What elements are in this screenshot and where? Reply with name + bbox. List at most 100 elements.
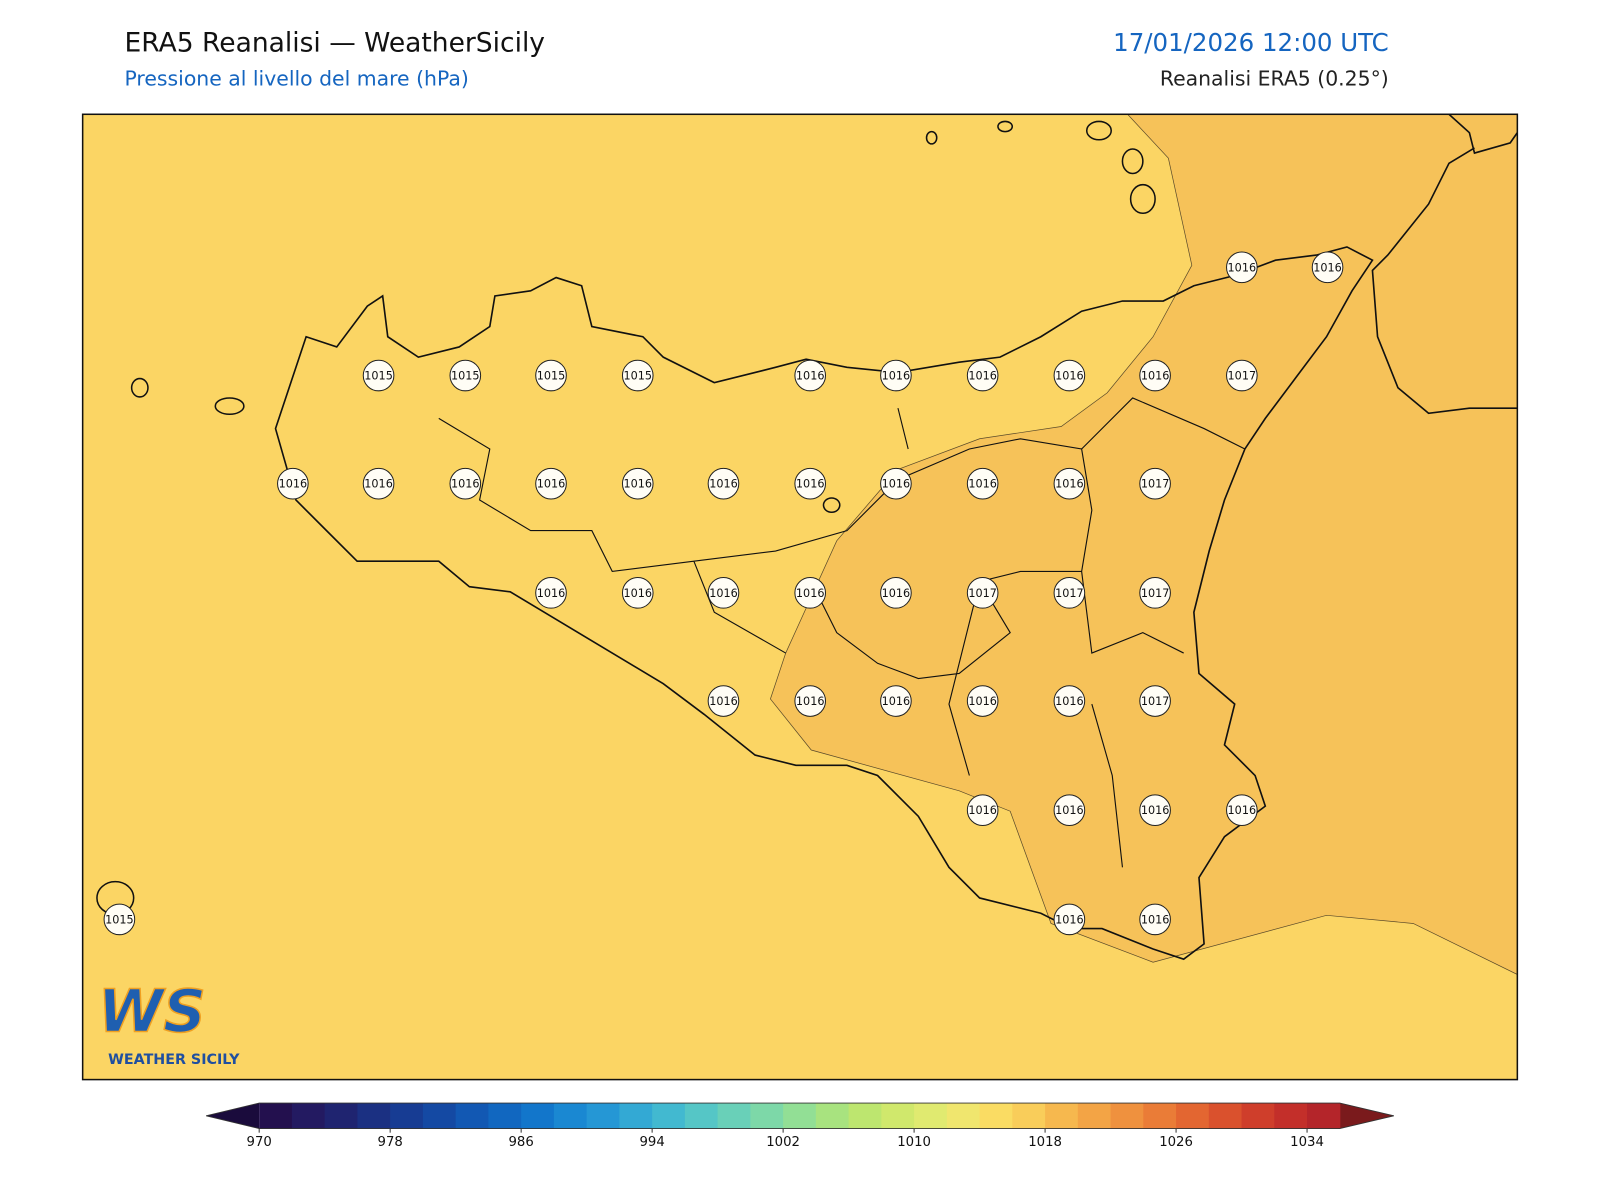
- colorbar-bin: [914, 1103, 948, 1129]
- station-value: 1016: [1055, 370, 1084, 383]
- colorbar-bin: [586, 1103, 620, 1129]
- colorbar-under: [206, 1103, 260, 1129]
- colorbar-bin: [390, 1103, 424, 1129]
- station-marker: [449, 359, 482, 392]
- station-value: 1017: [1141, 478, 1170, 491]
- colorbar-bin: [357, 1103, 391, 1129]
- colorbar-bin: [1110, 1103, 1144, 1129]
- colorbar-tick-label: 970: [247, 1135, 272, 1150]
- station-marker: [880, 685, 912, 717]
- station-value: 1017: [1141, 587, 1170, 600]
- colorbar-tick-label: 1018: [1028, 1135, 1062, 1150]
- station-value: 1016: [623, 587, 652, 600]
- station-value: 1016: [882, 695, 911, 708]
- colorbar-tick-label: 1010: [897, 1135, 931, 1150]
- station-marker: [1053, 903, 1086, 936]
- logo-mark: WS: [98, 976, 206, 1045]
- station-marker: [707, 577, 740, 609]
- colorbar-bin: [488, 1103, 522, 1129]
- station-value: 1017: [1228, 370, 1257, 383]
- colorbar-bin: [553, 1103, 588, 1129]
- colorbar: 970 978 986 994 1002 1010 1018 1026 1034: [206, 1102, 1394, 1150]
- logo-text: WEATHER SICILY: [108, 1052, 240, 1068]
- station-value: 1016: [1055, 478, 1084, 491]
- station-value: 1016: [623, 478, 652, 491]
- station-marker: [1226, 794, 1258, 827]
- station-value: 1016: [364, 478, 393, 491]
- station-value: 1016: [1055, 913, 1084, 926]
- station-value: 1016: [968, 804, 997, 817]
- station-value: 1016: [796, 695, 825, 708]
- colorbar-bin: [783, 1103, 817, 1129]
- colorbar-bin: [422, 1103, 457, 1129]
- colorbar-bin: [259, 1103, 293, 1129]
- colorbar-bin: [750, 1103, 784, 1129]
- station-marker: [362, 467, 395, 500]
- station-value: 1016: [796, 587, 825, 600]
- station-value: 1016: [1228, 261, 1257, 274]
- province-borders: [438, 397, 1246, 868]
- station-value: 1016: [537, 587, 566, 600]
- station-marker: [1053, 359, 1086, 392]
- colorbar-bin: [619, 1103, 653, 1129]
- station-value: 1015: [105, 913, 134, 926]
- station-marker: [1226, 359, 1258, 392]
- colorbar-bin: [521, 1103, 555, 1129]
- station-value: 1017: [1141, 695, 1170, 708]
- station-marker: [1226, 251, 1258, 284]
- title: ERA5 Reanalisi — WeatherSicily: [124, 27, 545, 58]
- station-value: 1015: [364, 370, 393, 383]
- station-marker: [1053, 685, 1086, 717]
- station-value: 1015: [537, 370, 566, 383]
- station-value: 1016: [1141, 913, 1170, 926]
- colorbar-bin: [1077, 1103, 1112, 1129]
- colorbar-bin: [1143, 1103, 1177, 1129]
- station-marker: [966, 467, 999, 500]
- station-labels: 1016 1016 1015 1015 1015 1015 1016 1016 1016 1016…: [103, 251, 1344, 936]
- station-value: 1017: [1055, 587, 1084, 600]
- colorbar-over: [1339, 1103, 1394, 1129]
- colorbar-bin: [1274, 1103, 1308, 1129]
- station-value: 1016: [968, 370, 997, 383]
- station-marker: [103, 903, 136, 936]
- station-marker: [794, 467, 827, 500]
- station-value: 1016: [709, 695, 738, 708]
- map: 1016 1016 1015 1015 1015 1015 1016 1016 1016 1016…: [82, 114, 1518, 1080]
- colorbar-bin: [881, 1103, 915, 1129]
- station-marker: [966, 794, 999, 827]
- station-value: 1016: [968, 695, 997, 708]
- colorbar-bin: [979, 1103, 1013, 1129]
- islands: [96, 120, 1156, 916]
- colorbar-bin: [1307, 1103, 1341, 1129]
- station-marker: [966, 685, 999, 717]
- map-frame: [81, 113, 1519, 1081]
- station-marker: [794, 359, 827, 392]
- station-value: 1016: [796, 370, 825, 383]
- station-value: 1016: [796, 478, 825, 491]
- colorbar-bin: [1176, 1103, 1210, 1129]
- station-marker: [362, 359, 395, 392]
- station-marker: [621, 467, 654, 500]
- station-value: 1016: [1313, 261, 1342, 274]
- station-value: 1016: [1055, 695, 1084, 708]
- station-marker: [707, 467, 740, 500]
- station-marker: [1139, 685, 1171, 717]
- colorbar-bin: [1045, 1103, 1079, 1129]
- station-marker: [1053, 467, 1086, 500]
- station-value: 1017: [968, 587, 997, 600]
- station-value: 1015: [451, 370, 480, 383]
- station-marker: [880, 359, 912, 392]
- station-marker: [1053, 577, 1086, 609]
- calabria-coast: [1371, 114, 1518, 415]
- colorbar-bin: [324, 1103, 358, 1129]
- colorbar-bin: [1241, 1103, 1275, 1129]
- station-marker: [966, 577, 999, 609]
- station-marker: [535, 359, 567, 392]
- source: Reanalisi ERA5 (0.25°): [1160, 67, 1389, 91]
- subtitle: Pressione al livello del mare (hPa): [124, 67, 468, 91]
- colorbar-tick-label: 1034: [1290, 1135, 1324, 1150]
- station-marker: [1311, 251, 1344, 284]
- station-value: 1016: [709, 587, 738, 600]
- station-marker: [621, 577, 654, 609]
